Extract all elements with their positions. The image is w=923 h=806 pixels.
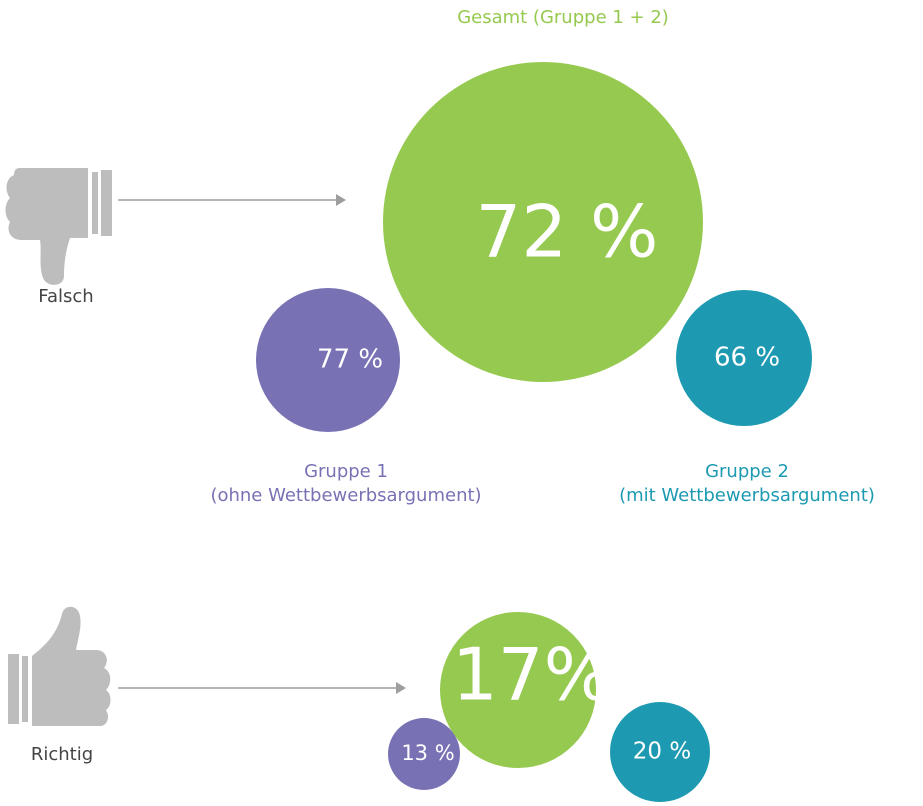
row-label: Falsch [38, 286, 93, 307]
category-subtitle: (mit Wettbewerbsargument) [619, 485, 875, 506]
bubble [676, 290, 812, 426]
value-label: 13 % [401, 741, 454, 765]
category-subtitle: (ohne Wettbewerbsargument) [210, 485, 481, 506]
value-label: 20 % [633, 739, 691, 765]
thumbs-down-icon [5, 168, 112, 285]
arrow-head [336, 194, 346, 206]
value-label: 66 % [714, 343, 780, 373]
value-label: 77 % [317, 345, 383, 375]
bubble [256, 288, 400, 432]
category-label: Gruppe 1 [304, 461, 388, 482]
arrow-head [396, 682, 406, 694]
thumbs-up-icon [8, 606, 111, 726]
value-label: 72 % [476, 190, 659, 274]
category-label: Gruppe 2 [705, 461, 789, 482]
bubble [440, 612, 596, 768]
bubble [610, 702, 710, 802]
bubble [388, 718, 460, 790]
row-label: Richtig [31, 744, 93, 765]
bubble [383, 62, 703, 382]
value-label: 17% [452, 633, 612, 717]
category-label: Gesamt (Gruppe 1 + 2) [457, 7, 669, 28]
